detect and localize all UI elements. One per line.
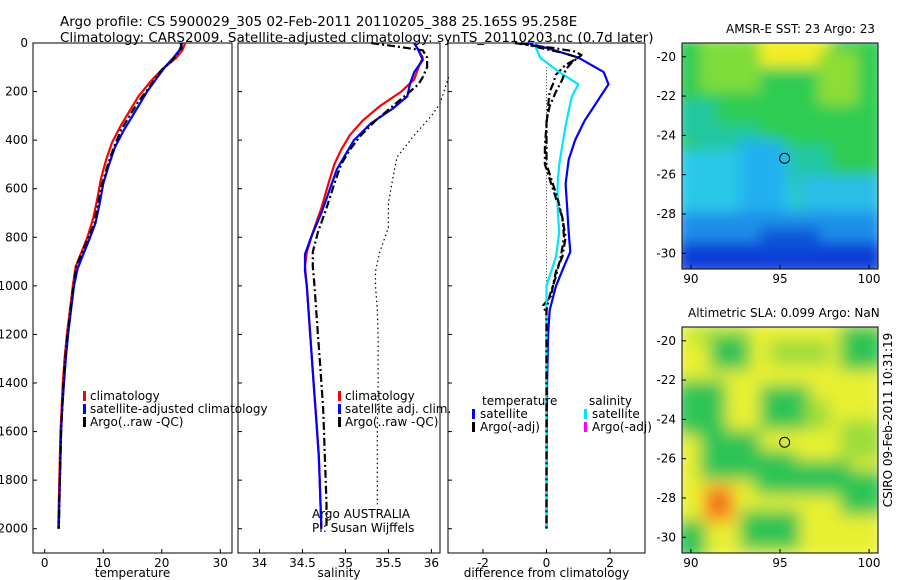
sst_map-y-tick-label--20: -20 [656, 50, 676, 64]
sst_map-y-tick-label--22: -22 [656, 89, 676, 103]
legend-group-1-label-0: satellite [592, 407, 640, 421]
sla_map-x-tick-label-90: 90 [683, 556, 698, 570]
difference-series-3 [514, 41, 583, 529]
temperature-x-tick-label-2: 20 [154, 556, 169, 570]
temperature-legend-swatch-0 [83, 391, 86, 401]
legend-group-0-swatch-0 [472, 409, 475, 419]
sla_map-y-tick-label--30: -30 [656, 530, 676, 544]
salinity-legend-label-1: satellite adj. clim. [345, 402, 451, 416]
temperature-x-tick-label-0: 0 [41, 556, 49, 570]
difference-xlabel: difference from climatology [464, 566, 630, 580]
y-tick-label-400: 400 [5, 133, 28, 147]
sst_map-y-tick-label--30: -30 [656, 246, 676, 260]
salinity-annotation-1: PI: Susan Wijffels [312, 521, 414, 535]
y-tick-label-800: 800 [5, 230, 28, 244]
y-tick-label-0: 0 [20, 36, 28, 50]
legend-group-1-label-1: Argo(-adj) [592, 420, 652, 434]
temperature-series-1 [57, 42, 184, 529]
sla-map-title: Altimetric SLA: 0.099 Argo: NaN [688, 306, 880, 320]
salinity-x-tick-label-2: 35 [338, 556, 353, 570]
sst_map-y-tick-label--24: -24 [656, 128, 676, 142]
y-tick-label-1200: 1200 [0, 327, 28, 341]
salinity-x-tick-label-1: 34.5 [289, 556, 316, 570]
salinity-legend-swatch-2 [338, 417, 341, 427]
sla_map-y-tick-label--22: -22 [656, 373, 676, 387]
sst_map-y-tick-label--26: -26 [656, 168, 676, 182]
y-tick-label-600: 600 [5, 182, 28, 196]
salinity-xlabel: salinity [317, 566, 360, 580]
legend-group-0-label-0: satellite [480, 407, 528, 421]
salinity-legend-label-0: climatology [345, 389, 415, 403]
sst_map-x-tick-label-95: 95 [772, 272, 787, 286]
salinity-annotation-0: Argo AUSTRALIA [312, 507, 411, 521]
salinity-legend-swatch-0 [338, 391, 341, 401]
temperature-xlabel: temperature [95, 566, 170, 580]
salinity-legend-swatch-1 [338, 404, 341, 414]
header-line-1: Argo profile: CS 5900029_305 02-Feb-2011… [60, 14, 578, 30]
salinity-series-3 [374, 76, 450, 505]
y-tick-label-200: 200 [5, 85, 28, 99]
legend-group-1-swatch-0 [584, 409, 587, 419]
salinity-series-0 [303, 42, 424, 529]
sla-map-image [682, 327, 878, 553]
legend-group-0-label-1: Argo(-adj) [480, 420, 540, 434]
temperature-axes-frame [32, 42, 233, 554]
side-timestamp: CSIRO 09-Feb-2011 10:31:19 [881, 333, 895, 508]
temperature-x-tick-label-3: 30 [213, 556, 228, 570]
difference-x-tick-label-2: 2 [606, 556, 614, 570]
temperature-x-tick-label-1: 10 [96, 556, 111, 570]
legend-group-1-swatch-1 [584, 422, 587, 432]
salinity-x-tick-label-3: 35.5 [375, 556, 402, 570]
difference-x-tick-label-1: 0 [543, 556, 551, 570]
salinity-series-2 [311, 41, 429, 529]
sst-map-image [682, 43, 878, 269]
sst_map-y-tick-label--28: -28 [656, 207, 676, 221]
difference-x-tick-label-0: -2 [477, 556, 489, 570]
y-tick-label-1400: 1400 [0, 376, 28, 390]
sla_map-y-tick-label--24: -24 [656, 412, 676, 426]
sst-map-title: AMSR-E SST: 23 Argo: 23 [726, 22, 875, 36]
temperature-series-0 [57, 42, 187, 529]
salinity-x-tick-label-0: 34 [252, 556, 267, 570]
temperature-legend-swatch-1 [83, 404, 86, 414]
salinity-axes-frame [237, 42, 441, 554]
sst_map-x-tick-label-90: 90 [683, 272, 698, 286]
temperature-legend-label-2: Argo(..raw -QC) [90, 415, 183, 429]
sla_map-argo-marker [779, 436, 791, 448]
legend-group-title-0: temperature [482, 394, 557, 408]
sla_map-y-tick-label--28: -28 [656, 491, 676, 505]
temperature-legend-label-1: satellite-adjusted climatology [90, 402, 268, 416]
y-tick-label-1600: 1600 [0, 425, 28, 439]
sst_map-argo-marker [779, 152, 791, 164]
sla_map-x-tick-label-100: 100 [858, 556, 881, 570]
sla_map-x-tick-label-95: 95 [772, 556, 787, 570]
legend-group-0-swatch-1 [472, 422, 475, 432]
difference-series-1 [520, 41, 580, 529]
sst_map-x-tick-label-100: 100 [858, 272, 881, 286]
y-tick-label-1800: 1800 [0, 473, 28, 487]
temperature-legend-swatch-2 [83, 417, 86, 427]
salinity-x-tick-label-4: 36 [424, 556, 439, 570]
salinity-legend-label-2: Argo(..raw -QC) [345, 415, 438, 429]
y-tick-label-1000: 1000 [0, 279, 28, 293]
temperature-series-2 [57, 42, 183, 529]
sla_map-y-tick-label--20: -20 [656, 334, 676, 348]
temperature-legend-label-0: climatology [90, 389, 160, 403]
salinity-series-1 [303, 42, 424, 529]
difference-series-2 [532, 42, 580, 529]
y-tick-label-2000: 2000 [0, 522, 28, 536]
sla_map-y-tick-label--26: -26 [656, 452, 676, 466]
legend-group-title-1: salinity [589, 394, 632, 408]
header-line-2: Climatology: CARS2009. Satellite-adjuste… [60, 30, 654, 46]
